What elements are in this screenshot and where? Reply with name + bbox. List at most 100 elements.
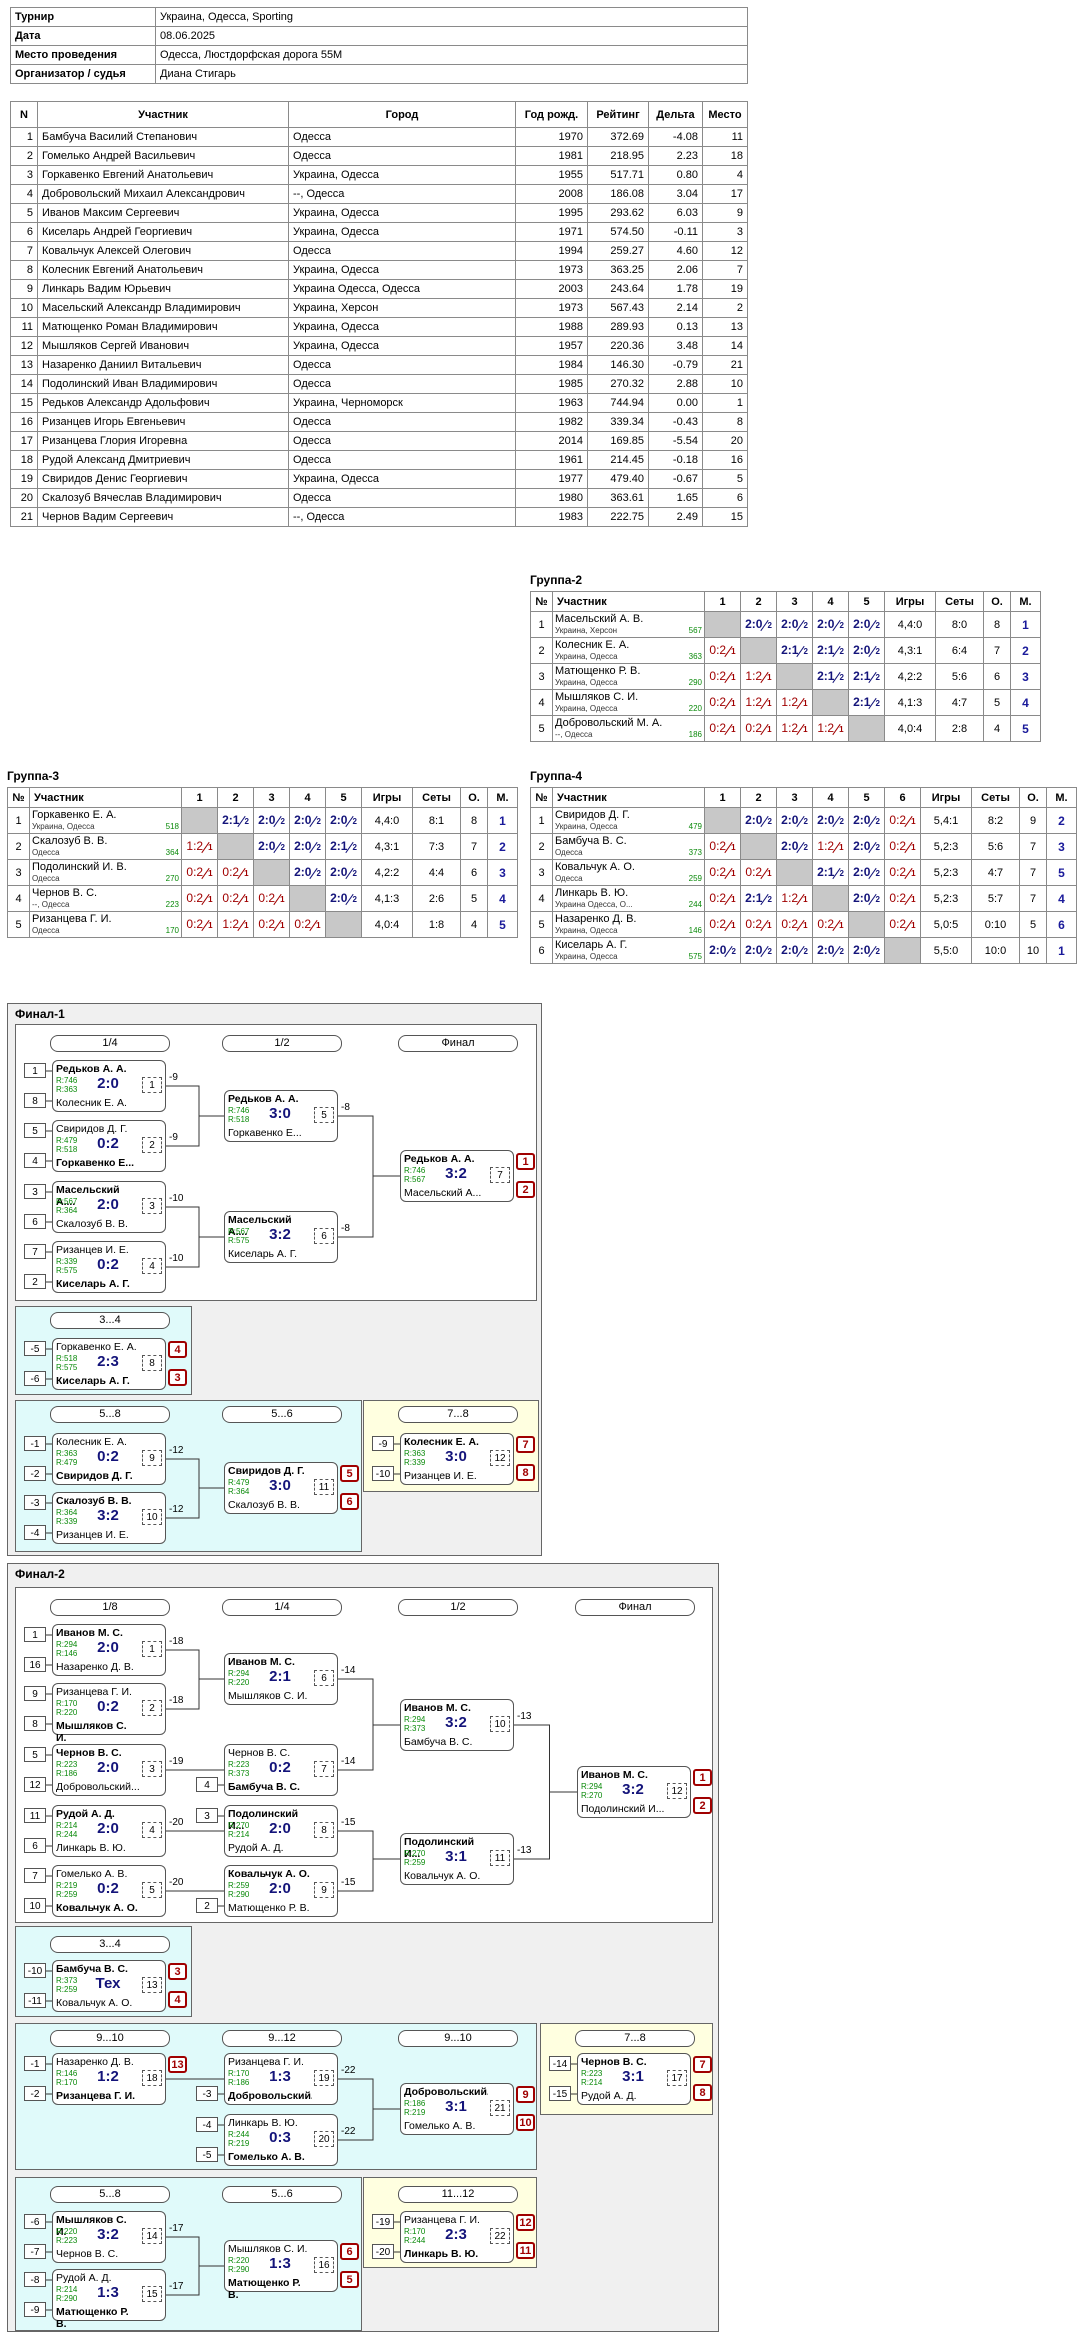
result-cell: 2:1 2: [740, 885, 777, 912]
player-rating: R:220: [228, 1678, 250, 1687]
cell: 243.64: [587, 279, 649, 299]
sets: 4:7: [971, 859, 1020, 886]
cell: -0.43: [648, 412, 703, 432]
score: 0:3: [269, 2129, 291, 2146]
player-rating: R:270: [228, 1821, 250, 1830]
group-row: 4 Мышляков С. И. Украина, Одесса 220 0:2 1 1:2…: [530, 689, 1041, 716]
points: 2: [875, 895, 880, 905]
player-rating: R:294: [228, 1669, 250, 1678]
cell: Ризанцев Игорь Евгеньевич: [37, 412, 289, 432]
match-number: 8: [314, 1822, 334, 1838]
header-row: № Участник 1 2 3 4 5 6 Игры Сеты О. М.: [530, 787, 1077, 808]
final-place: 6: [340, 1493, 359, 1510]
score: 2:1: [745, 891, 763, 906]
player-cell: Подолинский И. В. Одесса 270: [29, 859, 182, 886]
column-header: Игры: [884, 591, 936, 612]
match-number: 16: [314, 2257, 334, 2273]
player-city: Украина, Одесса: [555, 677, 618, 687]
player-name: Бамбуча В. С.: [228, 1781, 300, 1793]
self-cell: [325, 911, 362, 938]
result-cell: 2:0 2: [848, 637, 885, 664]
group-row: 3 Подолинский И. В. Одесса 270 0:2 1 0:2 1 2:0 2 2…: [7, 859, 518, 886]
player-rating: R:219: [228, 2139, 250, 2148]
seed: 6: [24, 1838, 46, 1853]
player-rating: R:270: [581, 1791, 603, 1800]
score: 2:0: [817, 943, 835, 958]
participant-row: 14 Подолинский Иван Владимирович Одесса 198…: [10, 374, 748, 394]
participant-row: 19 Свиридов Денис Георгиевич Украина, Одес…: [10, 469, 748, 489]
player-rating: 259: [688, 873, 702, 883]
score: 2:0: [258, 813, 276, 828]
player-sub: Украина Одесса, О... 244: [555, 899, 702, 910]
self-cell: [848, 911, 885, 938]
result-cell: 2:0 2: [740, 807, 777, 834]
player-name: Ковальчук А. О.: [555, 860, 635, 873]
points: 1: [244, 869, 249, 879]
match-number: 20: [314, 2131, 334, 2147]
points: 2: [731, 947, 736, 957]
connector: [166, 1115, 224, 1147]
final-place: 10: [516, 2114, 535, 2131]
player-rating: R:146: [56, 1649, 78, 1658]
points: 1: [280, 895, 285, 905]
match: Назаренко Д. В. R:146 Ризанцева Г. И. R:170…: [52, 2053, 166, 2105]
score: 1:2: [745, 695, 763, 710]
seed: 9: [24, 1686, 46, 1701]
player-name: Свиридов Д. Г.: [56, 1123, 128, 1135]
player-name: Назаренко Д. В.: [56, 2056, 134, 2068]
points: 1: [731, 673, 736, 683]
score: 2:0: [269, 1820, 291, 1837]
player-name: Масельский А....: [228, 1214, 292, 1238]
player-sub: Одесса 170: [32, 925, 179, 936]
match: Линкарь В. Ю. R:244 Гомелько А. В. R:219 0:3…: [224, 2114, 338, 2166]
seed: -6: [24, 1371, 46, 1386]
games: 4,1:3: [884, 689, 936, 716]
score: 1:2: [781, 721, 799, 736]
player-name: Матющенко Р. В.: [228, 2277, 301, 2301]
group-table: № Участник 1 2 3 4 5 Игры Сеты О. М. 1 Масельский А.…: [530, 591, 1041, 742]
cell: 19: [702, 279, 748, 299]
group-row: 5 Ризанцева Г. И. Одесса 170 0:2 1 1:2 1 0:2 1 0:2…: [7, 911, 518, 938]
player-rating: R:373: [56, 1976, 78, 1985]
round-header: 1/2: [398, 1599, 518, 1616]
match-number: 21: [490, 2100, 510, 2116]
round-header: 5...8: [50, 2186, 170, 2203]
player-cell: Свиридов Д. Г. Украина, Одесса 479: [552, 807, 705, 834]
player-name: Масельский А. В.: [555, 612, 644, 625]
player-rating: R:219: [404, 2108, 426, 2117]
sets: 4:4: [412, 859, 461, 886]
loser-next: -17: [169, 2281, 184, 2292]
place: 6: [1046, 911, 1077, 938]
player-name: Ризанцева Г. И.: [56, 2090, 136, 2102]
match-number: 17: [667, 2070, 687, 2086]
player-name: Ковальчук А. О.: [228, 1868, 310, 1880]
player-rating: R:294: [404, 1715, 426, 1724]
points: 1: [839, 725, 844, 735]
player-rating: 270: [165, 873, 179, 883]
player-sub: Украина, Одесса 146: [555, 925, 702, 936]
score: 0:2: [709, 643, 727, 658]
match-number: 22: [490, 2228, 510, 2244]
group-table: № Участник 1 2 3 4 5 Игры Сеты О. М. 1 Горкавенко Е.…: [7, 787, 518, 938]
points: 1: [731, 869, 736, 879]
player-rating: R:364: [228, 1487, 250, 1496]
score: 2:3: [445, 2226, 467, 2243]
seed: -10: [372, 1466, 394, 1481]
match-number: 9: [142, 1450, 162, 1466]
score: 2:0: [294, 865, 312, 880]
result-cell: 2:0 2: [848, 937, 885, 964]
result-cell: 2:0 2: [776, 937, 813, 964]
cell: Украина, Черноморск: [288, 393, 516, 413]
connector: [166, 1085, 224, 1117]
player-name: Ковальчук А. О.: [404, 1870, 481, 1882]
score: 1:2: [781, 891, 799, 906]
result-cell: 2:0 2: [740, 611, 777, 638]
loser-next: -12: [169, 1445, 184, 1456]
score: 2:0: [709, 943, 727, 958]
points: 2: [839, 673, 844, 683]
points: 2: [875, 699, 880, 709]
points: 2: [839, 817, 844, 827]
seed: 5: [24, 1747, 46, 1762]
sets: 2:8: [935, 715, 984, 742]
player-rating: R:339: [56, 1257, 78, 1266]
